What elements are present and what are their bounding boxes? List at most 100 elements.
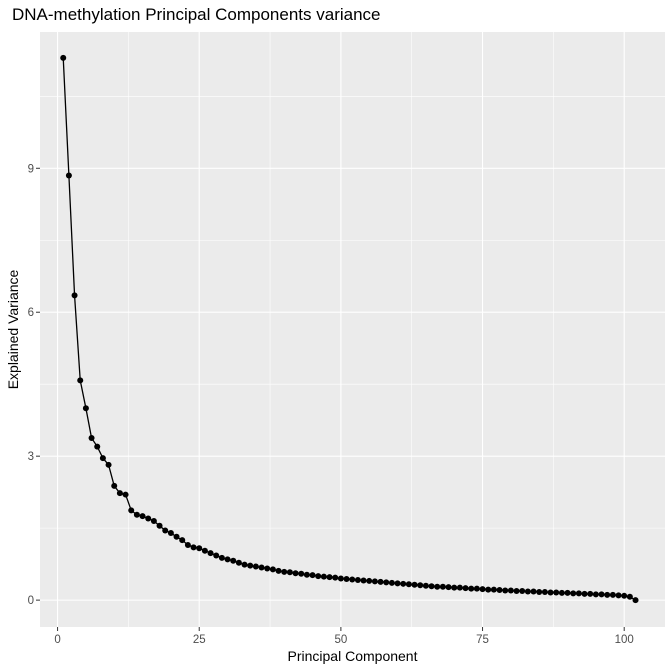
data-point (326, 574, 333, 581)
data-point (173, 533, 180, 540)
data-point (190, 544, 197, 551)
x-tick-label: 100 (615, 634, 634, 646)
data-point (388, 579, 395, 586)
data-point (116, 490, 123, 497)
data-point (111, 482, 118, 489)
data-point (241, 561, 248, 568)
x-tick-label: 0 (54, 634, 60, 646)
data-point (275, 567, 282, 574)
data-point (383, 579, 390, 586)
data-point (230, 557, 237, 564)
data-point (65, 172, 72, 179)
major-gridlines (40, 32, 665, 627)
data-point (360, 577, 367, 584)
data-point (547, 589, 554, 596)
data-point (564, 589, 571, 596)
data-point (82, 405, 89, 412)
data-point (235, 559, 242, 566)
data-point (354, 576, 361, 583)
data-point (485, 586, 492, 593)
data-point (320, 573, 327, 580)
data-point (513, 588, 520, 595)
data-point (536, 588, 543, 595)
data-point (332, 574, 339, 581)
data-point (366, 577, 373, 584)
data-point (468, 585, 475, 592)
data-point (247, 562, 254, 569)
data-point (105, 461, 112, 468)
minor-gridlines (40, 32, 665, 627)
data-point (490, 586, 497, 593)
data-point (309, 572, 316, 579)
data-point (218, 554, 225, 561)
data-point (581, 590, 588, 597)
data-point (541, 588, 548, 595)
data-point (615, 592, 622, 599)
data-point (88, 434, 95, 441)
x-tick-label: 25 (193, 634, 206, 646)
data-point (445, 584, 452, 591)
data-point (99, 455, 106, 462)
data-point (428, 583, 435, 590)
data-point (377, 578, 384, 585)
data-point (252, 563, 259, 570)
data-point (167, 529, 174, 536)
data-point (122, 491, 129, 498)
data-point (439, 583, 446, 590)
variance-points (60, 54, 639, 604)
x-axis-ticks: 0 25 50 75 100 (54, 627, 634, 646)
data-point (77, 377, 84, 384)
x-tick-label: 50 (334, 634, 347, 646)
data-point (207, 550, 214, 557)
data-point (60, 54, 67, 61)
data-point (292, 570, 299, 577)
data-point (298, 570, 305, 577)
data-point (400, 580, 407, 587)
data-point (343, 576, 350, 583)
data-point (371, 578, 378, 585)
data-point (196, 545, 203, 552)
data-point (281, 568, 288, 575)
y-tick-label: 3 (28, 451, 34, 463)
data-point (156, 522, 163, 529)
data-point (394, 580, 401, 587)
data-point (264, 565, 271, 572)
data-point (128, 507, 135, 514)
x-tick-label: 75 (476, 634, 489, 646)
data-point (570, 590, 577, 597)
data-point (315, 573, 322, 580)
data-point (303, 571, 310, 578)
data-point (479, 586, 486, 593)
data-point (507, 587, 514, 594)
data-point (422, 582, 429, 589)
data-point (456, 584, 463, 591)
data-point (349, 576, 356, 583)
data-point (609, 591, 616, 598)
data-point (405, 581, 412, 588)
y-axis-ticks: 0 3 6 9 (28, 163, 40, 607)
data-point (411, 581, 418, 588)
data-point (94, 443, 101, 450)
data-point (417, 582, 424, 589)
data-point (337, 575, 344, 582)
data-point (451, 584, 458, 591)
data-point (286, 569, 293, 576)
data-point (587, 590, 594, 597)
data-point (213, 552, 220, 559)
data-point (592, 591, 599, 598)
data-point (434, 583, 441, 590)
plot-panel (40, 32, 665, 627)
data-point (558, 589, 565, 596)
y-tick-label: 6 (28, 307, 34, 319)
data-point (553, 589, 560, 596)
y-axis-title: Explained Variance (5, 269, 21, 389)
data-point (150, 517, 157, 524)
data-point (519, 588, 526, 595)
data-point (139, 513, 146, 520)
data-point (162, 527, 169, 534)
data-point (598, 591, 605, 598)
data-point (575, 590, 582, 597)
data-point (179, 537, 186, 544)
data-point (530, 588, 537, 595)
data-point (224, 556, 231, 563)
